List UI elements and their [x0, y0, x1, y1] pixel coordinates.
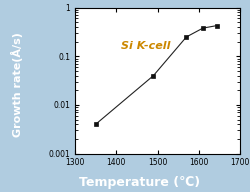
- Text: Si K-cell: Si K-cell: [121, 41, 171, 50]
- Text: Growth rate(Å/s): Growth rate(Å/s): [11, 32, 23, 137]
- Text: Temperature (℃): Temperature (℃): [80, 175, 200, 189]
